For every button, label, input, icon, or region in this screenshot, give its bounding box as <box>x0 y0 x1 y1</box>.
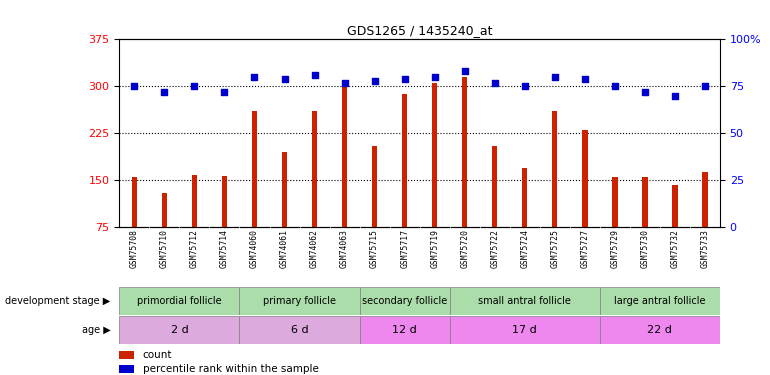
Bar <box>462 77 467 227</box>
Text: GSM75715: GSM75715 <box>370 229 379 268</box>
Bar <box>522 168 527 227</box>
Bar <box>312 111 317 227</box>
Point <box>279 76 291 82</box>
Bar <box>492 146 497 227</box>
Text: GSM75710: GSM75710 <box>160 229 169 268</box>
Point <box>128 83 141 89</box>
Point <box>339 80 351 86</box>
Bar <box>119 364 134 373</box>
Text: primary follicle: primary follicle <box>263 296 336 306</box>
Text: GSM75725: GSM75725 <box>551 229 559 268</box>
Point <box>699 83 711 89</box>
Point <box>399 76 411 82</box>
Bar <box>450 316 600 344</box>
Text: GSM75729: GSM75729 <box>611 229 619 268</box>
Text: GSM75727: GSM75727 <box>581 229 589 268</box>
Text: small antral follicle: small antral follicle <box>478 296 571 306</box>
Point <box>428 74 440 80</box>
Text: GSM75720: GSM75720 <box>460 229 469 268</box>
Point <box>369 78 381 84</box>
Text: 12 d: 12 d <box>392 325 417 335</box>
Text: GSM75722: GSM75722 <box>490 229 499 268</box>
Text: GSM75724: GSM75724 <box>521 229 529 268</box>
Text: age ▶: age ▶ <box>82 325 110 335</box>
Bar <box>672 185 678 227</box>
Bar <box>552 111 557 227</box>
Text: 2 d: 2 d <box>170 325 189 335</box>
Point <box>489 80 501 86</box>
Point <box>668 93 681 99</box>
Text: GSM74063: GSM74063 <box>340 229 349 268</box>
Bar <box>162 192 167 227</box>
Bar <box>612 177 618 227</box>
Point <box>519 83 531 89</box>
Text: GSM75714: GSM75714 <box>220 229 229 268</box>
Text: GSM75719: GSM75719 <box>430 229 439 268</box>
Bar <box>402 94 407 227</box>
Bar <box>252 111 257 227</box>
Bar <box>239 287 360 315</box>
Bar <box>222 176 227 227</box>
Point <box>639 89 651 95</box>
Text: GSM75717: GSM75717 <box>400 229 409 268</box>
Bar <box>360 287 450 315</box>
Text: secondary follicle: secondary follicle <box>362 296 447 306</box>
Bar <box>282 152 287 227</box>
Text: 17 d: 17 d <box>512 325 537 335</box>
Text: GSM75733: GSM75733 <box>701 229 709 268</box>
Bar <box>342 85 347 227</box>
Bar <box>192 175 197 227</box>
Bar <box>432 83 437 227</box>
Point <box>159 89 171 95</box>
Text: GSM74062: GSM74062 <box>310 229 319 268</box>
Bar <box>239 316 360 344</box>
Text: GSM75712: GSM75712 <box>190 229 199 268</box>
Bar <box>582 130 588 227</box>
Point <box>459 68 471 74</box>
Bar <box>132 177 137 227</box>
Point <box>219 89 231 95</box>
Text: GSM75732: GSM75732 <box>671 229 679 268</box>
Bar <box>119 287 239 315</box>
Point <box>308 72 321 78</box>
Bar <box>642 177 648 227</box>
Point <box>608 83 621 89</box>
Bar <box>372 146 377 227</box>
Point <box>579 76 591 82</box>
Point <box>188 83 200 89</box>
Text: GSM74060: GSM74060 <box>250 229 259 268</box>
Text: 6 d: 6 d <box>291 325 308 335</box>
Text: large antral follicle: large antral follicle <box>614 296 705 306</box>
Bar <box>119 316 239 344</box>
Bar <box>702 172 708 227</box>
Text: percentile rank within the sample: percentile rank within the sample <box>142 364 319 374</box>
Bar <box>360 316 450 344</box>
Text: 22 d: 22 d <box>648 325 672 335</box>
Bar <box>450 287 600 315</box>
Text: count: count <box>142 350 172 360</box>
Text: GSM74061: GSM74061 <box>280 229 289 268</box>
Bar <box>119 351 134 359</box>
Point <box>549 74 561 80</box>
Bar <box>600 287 720 315</box>
Point <box>248 74 260 80</box>
Text: GSM75730: GSM75730 <box>641 229 649 268</box>
Bar <box>600 316 720 344</box>
Title: GDS1265 / 1435240_at: GDS1265 / 1435240_at <box>347 24 492 37</box>
Text: development stage ▶: development stage ▶ <box>5 296 110 306</box>
Text: GSM75708: GSM75708 <box>130 229 139 268</box>
Text: primordial follicle: primordial follicle <box>137 296 222 306</box>
